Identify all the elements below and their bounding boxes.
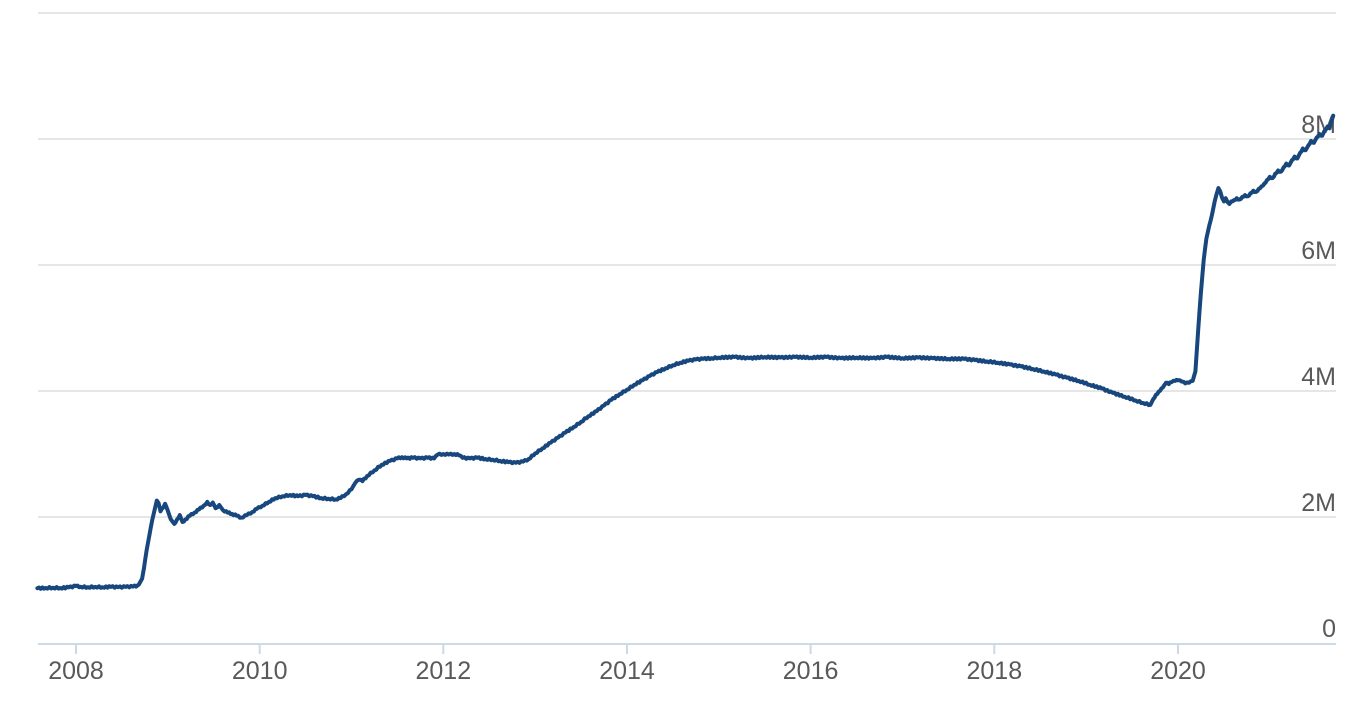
x-axis-tick-label: 2012 [415, 657, 471, 685]
y-axis-tick-label: 6M [1301, 237, 1336, 265]
x-axis-tick-label: 2014 [599, 657, 655, 685]
x-axis-tick-label: 2018 [966, 657, 1022, 685]
x-axis-tick-label: 2008 [48, 657, 104, 685]
x-axis-tick-label: 2020 [1150, 657, 1206, 685]
data-series-line [35, 113, 1336, 591]
y-axis-tick-label: 2M [1301, 489, 1336, 517]
x-axis-tick-label: 2010 [232, 657, 288, 685]
y-axis-tick-label: 0 [1322, 615, 1336, 643]
x-axis-tick-label: 2016 [783, 657, 839, 685]
y-axis-tick-label: 4M [1301, 363, 1336, 391]
